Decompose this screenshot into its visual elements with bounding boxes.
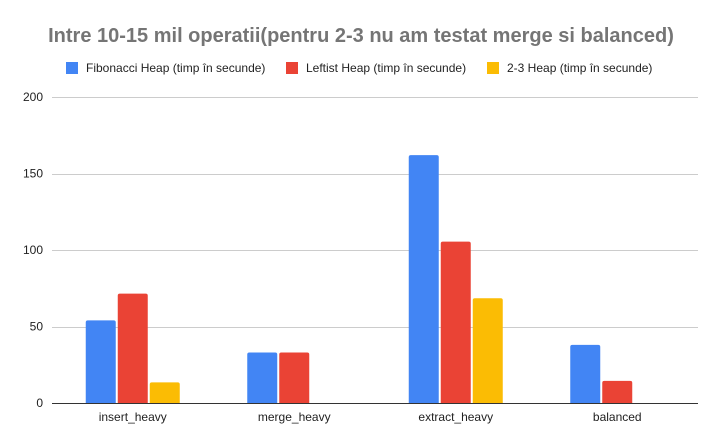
x-tick-label-insert_heavy: insert_heavy [99, 410, 167, 424]
bar-extract_heavy-series-2 [440, 241, 471, 403]
x-tick-label-extract_heavy: extract_heavy [418, 410, 493, 424]
bar-extract_heavy-series-1 [408, 155, 439, 403]
x-axis-ticks: insert_heavy merge_heavy extract_heavy bala… [99, 410, 642, 424]
chart-title: Intre 10-15 mil operatii(pentru 2-3 nu a… [48, 25, 674, 47]
y-tick-label-200: 200 [23, 90, 43, 104]
legend-swatch-2 [286, 62, 298, 74]
y-tick-label-0: 0 [36, 396, 43, 410]
bar-merge_heavy-series-2 [279, 352, 310, 403]
legend-swatch-3 [487, 62, 499, 74]
legend-swatch-1 [66, 62, 78, 74]
bar-insert_heavy-series-1 [85, 320, 116, 403]
legend-label-1: Fibonacci Heap (timp în secunde) [86, 61, 265, 75]
legend-label-2: Leftist Heap (timp în secunde) [306, 61, 466, 75]
y-tick-label-100: 100 [23, 243, 43, 257]
y-tick-label-50: 50 [30, 320, 44, 334]
bar-insert_heavy-series-3 [149, 382, 180, 403]
bars [85, 155, 633, 403]
bar-balanced-series-1 [570, 344, 601, 403]
y-tick-label-150: 150 [23, 167, 43, 181]
y-axis-ticks: 0 50 100 150 200 [23, 90, 43, 410]
legend: Fibonacci Heap (timp în secunde) Leftist … [66, 61, 652, 75]
x-tick-label-merge_heavy: merge_heavy [258, 410, 331, 424]
x-tick-label-balanced: balanced [593, 410, 642, 424]
bar-insert_heavy-series-2 [117, 293, 148, 403]
bar-balanced-series-2 [602, 380, 633, 403]
bar-merge_heavy-series-1 [247, 352, 278, 403]
bar-extract_heavy-series-3 [472, 298, 503, 403]
gridlines [52, 97, 698, 328]
legend-label-3: 2-3 Heap (timp în secunde) [507, 61, 652, 75]
